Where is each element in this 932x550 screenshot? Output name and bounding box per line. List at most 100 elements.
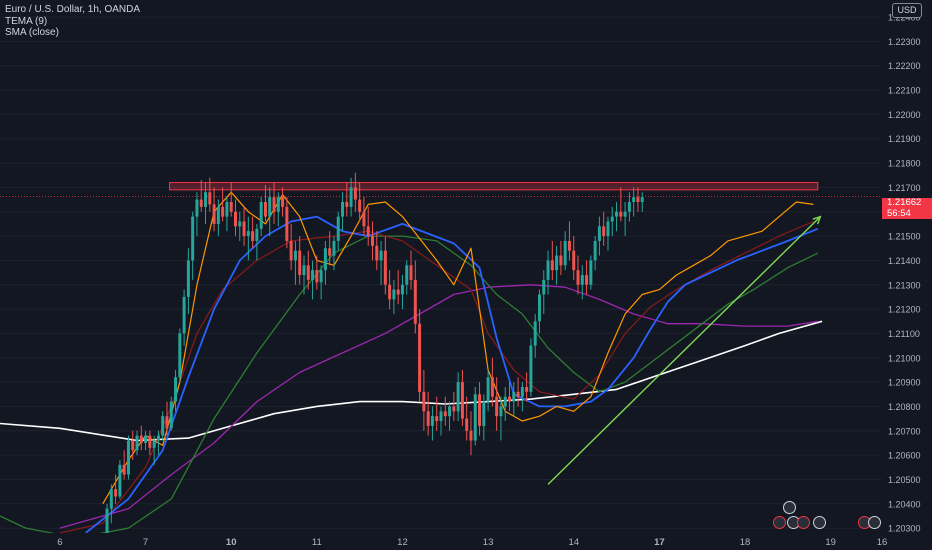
price-tick: 1.21000: [888, 353, 921, 363]
price-tick: 1.21500: [888, 232, 921, 242]
price-tick: 1.20300: [888, 524, 921, 534]
candle-body: [208, 192, 212, 205]
price-tick: 1.20800: [888, 402, 921, 412]
candle-body: [388, 284, 392, 300]
candle-body: [508, 396, 512, 402]
price-tick: 1.22300: [888, 37, 921, 47]
candle-body: [195, 199, 199, 217]
candle-body: [281, 197, 285, 207]
event-icon[interactable]: [783, 501, 796, 514]
candle-body: [379, 250, 383, 261]
candle-body: [473, 394, 477, 441]
symbol-title[interactable]: Euro / U.S. Dollar, 1h, OANDA: [5, 4, 141, 15]
candle-body: [413, 279, 417, 324]
candle-body: [567, 240, 571, 251]
candle-body: [490, 377, 494, 397]
candle-body: [263, 202, 267, 217]
candle-body: [148, 435, 152, 448]
candle-body: [105, 508, 109, 533]
candle-body: [559, 255, 563, 266]
candle-body: [593, 240, 597, 261]
candle-body: [392, 289, 396, 300]
candle-body: [144, 435, 148, 443]
candle-body: [251, 231, 255, 241]
candle-body: [456, 382, 460, 412]
candle-body: [520, 386, 524, 397]
trend-line: [547, 216, 821, 485]
legend-tema[interactable]: TEMA (9): [5, 15, 48, 27]
time-tick: 13: [483, 537, 494, 548]
candle-body: [375, 245, 379, 261]
price-axis: 1.224001.223001.222001.221001.220001.219…: [882, 0, 932, 550]
candle-body: [328, 248, 332, 256]
candle-body: [259, 202, 263, 229]
time-tick: 14: [568, 537, 579, 548]
event-icon[interactable]: [868, 516, 881, 529]
candles: [105, 172, 644, 533]
legend-sma[interactable]: SMA (close): [5, 27, 59, 38]
currency-button[interactable]: USD: [892, 3, 922, 18]
price-tick: 1.21900: [888, 134, 921, 144]
candle-body: [152, 440, 156, 448]
candle-body: [156, 435, 160, 441]
event-icon[interactable]: [797, 516, 810, 529]
price-tick: 1.20900: [888, 378, 921, 388]
candle-body: [546, 260, 550, 280]
candle-body: [478, 394, 482, 426]
candle-body: [465, 418, 469, 431]
candle-body: [246, 231, 250, 237]
price-tick: 1.22000: [888, 110, 921, 120]
resistance-zone: [0, 182, 882, 198]
candle-body: [353, 187, 357, 200]
event-icon[interactable]: [773, 516, 786, 529]
candle-body: [182, 296, 186, 334]
candle-body: [370, 236, 374, 246]
candle-body: [362, 211, 366, 227]
candle-body: [409, 265, 413, 280]
price-tick: 1.22100: [888, 86, 921, 96]
candle-body: [550, 260, 554, 271]
candle-body: [272, 197, 276, 212]
candle-body: [122, 464, 126, 475]
candle-body: [315, 270, 319, 283]
candle-body: [610, 216, 614, 222]
candle-body: [400, 284, 404, 295]
candle-body: [443, 411, 447, 417]
candle-body: [255, 228, 259, 241]
time-tick: 10: [226, 537, 237, 548]
candle-body: [469, 430, 473, 441]
price-tick: 1.21100: [888, 329, 920, 339]
candle-body: [602, 226, 606, 237]
event-icon[interactable]: [813, 516, 826, 529]
candle-body: [216, 206, 220, 224]
candle-body: [135, 435, 139, 451]
candle-body: [233, 211, 237, 227]
candle-body: [298, 250, 302, 276]
candle-body: [615, 211, 619, 217]
candle-body: [452, 406, 456, 412]
candle-body: [358, 199, 362, 212]
moving-average-lines: [0, 191, 823, 539]
candle-body: [349, 187, 353, 207]
candle-body: [516, 391, 520, 397]
candle-body: [311, 270, 315, 280]
candle-body: [495, 396, 499, 417]
candle-body: [169, 401, 173, 429]
time-tick: 18: [740, 537, 751, 548]
time-tick: 16: [877, 537, 888, 548]
candle-body: [174, 377, 178, 402]
ma-line: [0, 320, 823, 442]
candle-body: [542, 279, 546, 295]
candle-body: [632, 197, 636, 203]
candle-body: [448, 406, 452, 417]
time-tick: 19: [825, 537, 836, 548]
candle-body: [512, 391, 516, 402]
candle-body: [109, 489, 113, 509]
candle-body: [126, 440, 130, 475]
price-axis-bg: [882, 0, 932, 550]
candle-body: [439, 411, 443, 422]
candle-body: [306, 265, 310, 280]
last-price-value: 1.21662: [887, 197, 922, 208]
candle-body: [302, 265, 306, 276]
